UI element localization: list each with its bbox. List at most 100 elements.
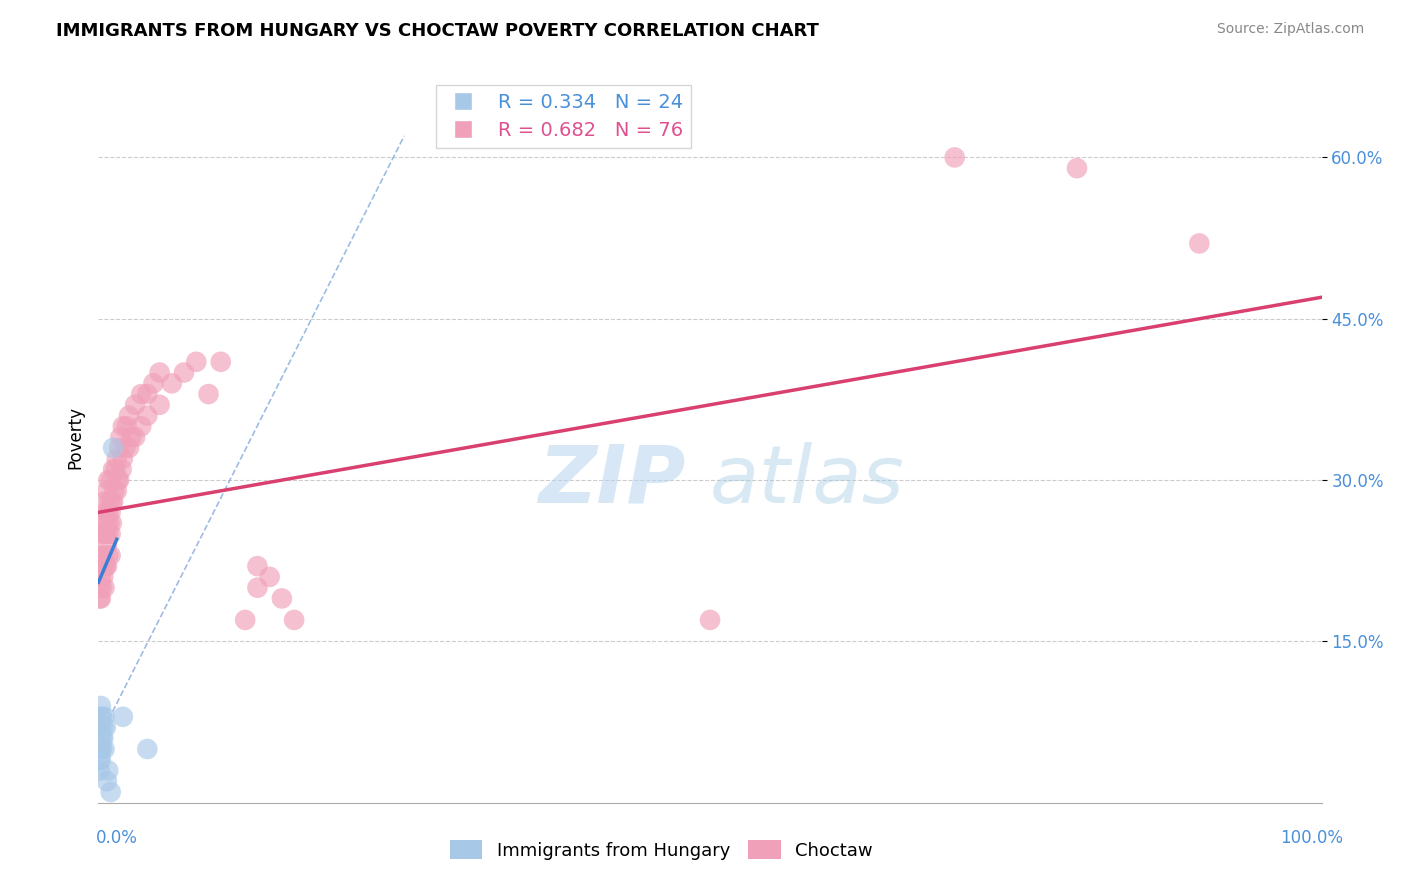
Point (93, 527, 115, 541)
Point (90, 549, 112, 563)
Point (93, 710, 115, 724)
Text: ZIP: ZIP (538, 442, 686, 520)
Point (124, 430, 146, 444)
Point (111, 710, 134, 724)
Point (118, 441, 141, 455)
Point (98, 516, 121, 530)
Point (103, 483, 125, 498)
Point (233, 613, 256, 627)
Point (110, 430, 132, 444)
Point (105, 451, 128, 466)
Point (94, 505, 117, 519)
Point (136, 409, 159, 423)
Point (90, 742, 112, 756)
Point (91, 710, 114, 724)
Text: Source: ZipAtlas.com: Source: ZipAtlas.com (1216, 22, 1364, 37)
Point (91, 549, 114, 563)
Point (89, 581, 111, 595)
Point (91, 731, 114, 746)
Point (149, 398, 172, 412)
Point (91, 527, 114, 541)
Point (104, 462, 127, 476)
Point (96, 483, 118, 498)
Point (98, 494, 121, 508)
Point (149, 366, 172, 380)
Point (283, 613, 305, 627)
Point (97, 764, 120, 778)
Point (101, 494, 124, 508)
Point (699, 613, 721, 627)
Point (93, 581, 115, 595)
Point (91, 742, 114, 756)
Point (93, 494, 115, 508)
Point (89, 753, 111, 767)
Point (101, 462, 124, 476)
Point (160, 376, 183, 391)
Point (108, 473, 131, 487)
Point (100, 527, 122, 541)
Point (197, 387, 219, 401)
Point (1066, 161, 1088, 176)
Text: 100.0%: 100.0% (1279, 829, 1343, 847)
Y-axis label: Poverty: Poverty (66, 406, 84, 468)
Point (91, 731, 114, 746)
Point (129, 419, 152, 434)
Point (94, 559, 117, 574)
Point (120, 430, 142, 444)
Point (93, 742, 115, 756)
Point (96, 774, 118, 789)
Point (96, 559, 118, 574)
Legend: R = 0.334   N = 24, R = 0.682   N = 76: R = 0.334 N = 24, R = 0.682 N = 76 (436, 85, 690, 148)
Point (89, 721, 111, 735)
Point (96, 538, 118, 552)
Point (114, 441, 136, 455)
Point (1188, 236, 1211, 251)
Point (246, 559, 269, 574)
Point (186, 355, 208, 369)
Point (90, 591, 112, 606)
Point (91, 721, 114, 735)
Point (270, 591, 294, 606)
Point (101, 441, 124, 455)
Point (94, 721, 117, 735)
Point (90, 721, 112, 735)
Point (246, 581, 269, 595)
Point (259, 570, 281, 584)
Point (118, 409, 141, 423)
Point (108, 441, 131, 455)
Point (89, 764, 111, 778)
Point (91, 570, 114, 584)
Point (94, 527, 117, 541)
Point (209, 355, 232, 369)
Point (91, 581, 114, 595)
Point (111, 462, 134, 476)
Point (90, 570, 112, 584)
Point (136, 387, 159, 401)
Point (111, 451, 134, 466)
Point (111, 419, 134, 434)
Point (101, 494, 124, 508)
Point (89, 731, 111, 746)
Point (97, 473, 120, 487)
Point (91, 559, 114, 574)
Point (100, 785, 122, 799)
Point (142, 376, 165, 391)
Point (107, 473, 129, 487)
Point (124, 398, 146, 412)
Point (101, 516, 124, 530)
Text: 0.0%: 0.0% (96, 829, 138, 847)
Point (105, 483, 128, 498)
Text: atlas: atlas (710, 442, 905, 520)
Point (97, 505, 120, 519)
Point (129, 387, 152, 401)
Point (97, 549, 120, 563)
Point (100, 549, 122, 563)
Point (100, 473, 122, 487)
Point (93, 559, 115, 574)
Point (136, 742, 159, 756)
Text: IMMIGRANTS FROM HUNGARY VS CHOCTAW POVERTY CORRELATION CHART: IMMIGRANTS FROM HUNGARY VS CHOCTAW POVER… (56, 22, 820, 40)
Point (89, 742, 111, 756)
Point (90, 698, 112, 713)
Point (89, 710, 111, 724)
Point (100, 505, 122, 519)
